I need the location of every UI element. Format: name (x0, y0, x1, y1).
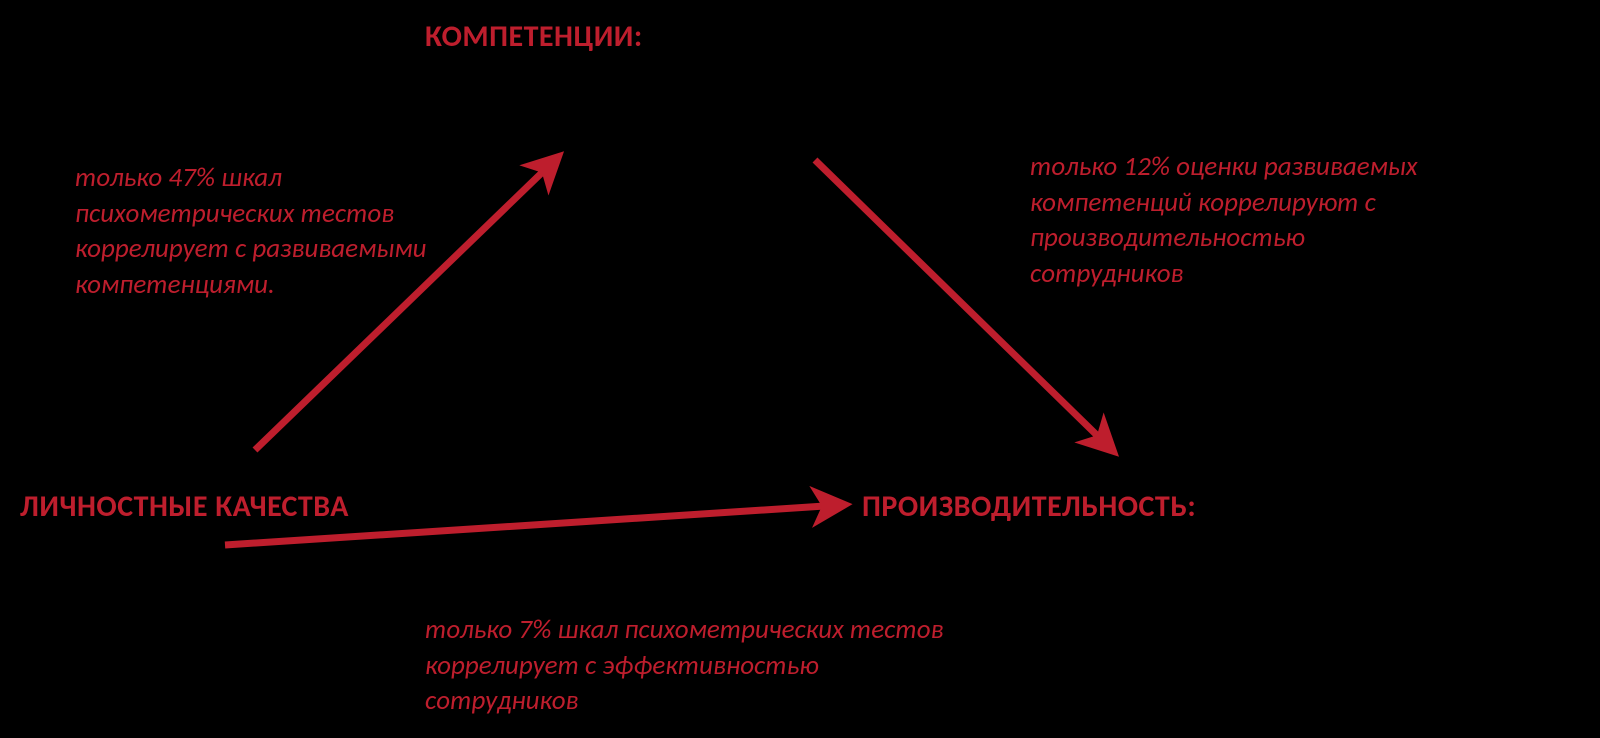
caption-competencies-to-productivity: только 12% оценки развиваемых компетенци… (1030, 149, 1430, 292)
caption-pq-to-productivity: только 7% шкал психометрических тестов к… (425, 612, 965, 719)
node-personal-qualities: ЛИЧНОСТНЫЕ КАЧЕСТВА (20, 488, 349, 525)
node-productivity: ПРОИЗВОДИТЕЛЬНОСТЬ: (862, 488, 1196, 525)
node-competencies: КОМПЕТЕНЦИИ: (425, 18, 643, 55)
caption-pq-to-competencies: только 47% шкал психометрических тестов … (75, 160, 495, 303)
